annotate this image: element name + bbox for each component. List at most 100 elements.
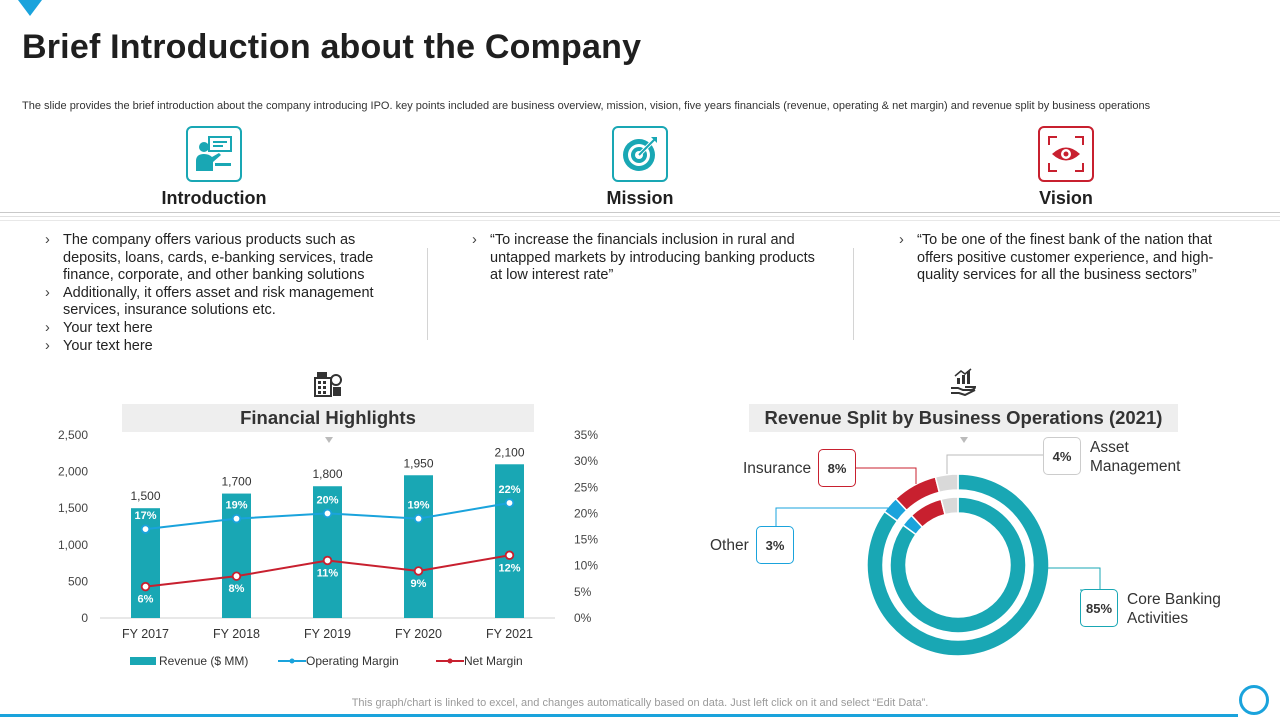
leader-line xyxy=(946,454,1043,474)
other-pct: 3% xyxy=(756,526,794,564)
line-point xyxy=(140,581,151,592)
revenue-split-title: Revenue Split by Business Operations (20… xyxy=(749,404,1178,432)
y2-tick-label: 30% xyxy=(574,454,598,468)
financial-highlights-chart: 2,500 2,000 1,500 1,000 500 0 35% 30% 25% 20% 15% 1… xyxy=(58,428,598,641)
page-subtitle: The slide provides the brief introductio… xyxy=(22,100,1151,112)
y-tick-label: 500 xyxy=(68,574,88,588)
line-data-label: 17% xyxy=(134,510,156,522)
caret-down-icon xyxy=(960,437,968,443)
legend-swatch xyxy=(130,657,156,665)
line-data-label: 19% xyxy=(225,500,247,512)
pillar-vision: Vision xyxy=(916,126,1216,209)
list-item: › Your text here xyxy=(45,337,153,354)
divider-line xyxy=(0,216,1280,217)
y2-tick-label: 10% xyxy=(574,559,598,573)
list-item: › “To increase the financials inclusion i… xyxy=(472,232,815,284)
target-icon xyxy=(612,126,668,182)
revenue-bar xyxy=(495,464,524,618)
revenue-hand-icon xyxy=(949,368,977,401)
line-data-label: 19% xyxy=(407,500,429,512)
mission-points: › “To increase the financials inclusion i… xyxy=(470,232,830,285)
finance-icon xyxy=(313,370,343,403)
chevron-right-icon: › xyxy=(45,337,50,354)
bar-data-label: 1,800 xyxy=(312,467,342,481)
revenue-split-chart xyxy=(775,454,1101,657)
line-point xyxy=(322,508,333,519)
x-tick-label: FY 2020 xyxy=(395,627,442,641)
asset-management-pct: 4% xyxy=(1043,437,1081,475)
core-banking-pct: 85% xyxy=(1080,589,1118,627)
chevron-right-icon: › xyxy=(45,284,50,301)
legend-swatch xyxy=(278,658,306,664)
line-data-label: 12% xyxy=(498,562,520,574)
pillar-heading: Vision xyxy=(1039,188,1093,208)
line-point xyxy=(504,550,515,560)
legend-operating-margin: Operating Margin xyxy=(278,654,399,668)
line-data-label: 22% xyxy=(498,484,520,496)
line-point xyxy=(413,566,424,576)
pillar-heading: Mission xyxy=(606,188,674,208)
asset-management-label: Asset Management xyxy=(1090,439,1181,475)
chevron-right-icon: › xyxy=(472,232,477,248)
chevron-right-icon: › xyxy=(45,232,50,248)
y2-tick-label: 35% xyxy=(574,428,598,442)
revenue-bar xyxy=(313,486,342,618)
x-tick-label: FY 2017 xyxy=(122,627,169,641)
divider-line xyxy=(0,220,1280,221)
list-item: › Additionally, it offers asset and risk … xyxy=(45,284,374,319)
line-data-label: 9% xyxy=(411,578,427,590)
line-data-label: 20% xyxy=(316,494,338,506)
y2-tick-label: 0% xyxy=(574,611,592,625)
line-point xyxy=(231,513,242,524)
financial-highlights-title: Financial Highlights xyxy=(122,404,534,432)
pillar-introduction: Introduction xyxy=(64,126,364,209)
insurance-pct: 8% xyxy=(818,449,856,487)
line-point xyxy=(322,555,333,566)
insurance-label: Insurance xyxy=(743,460,812,477)
pillar-heading: Introduction xyxy=(161,188,267,208)
chevron-right-icon: › xyxy=(899,232,904,248)
line-point xyxy=(504,498,515,508)
leader-line xyxy=(856,467,917,484)
x-tick-label: FY 2018 xyxy=(213,627,260,641)
y2-tick-label: 20% xyxy=(574,506,598,520)
line-point xyxy=(231,571,242,581)
outer-ring-slice xyxy=(934,473,959,494)
line-point xyxy=(140,524,151,534)
core-banking-label: Core Banking Activities xyxy=(1127,591,1221,627)
list-item: › “To be one of the finest bank of the na… xyxy=(899,232,1214,284)
bar-data-label: 2,100 xyxy=(494,445,524,459)
legend-swatch xyxy=(436,658,464,664)
list-item: › Your text here xyxy=(45,319,153,336)
bar-data-label: 1,950 xyxy=(403,456,433,470)
y-tick-label: 1,500 xyxy=(58,501,88,515)
line-data-label: 8% xyxy=(229,583,245,595)
bar-data-label: 1,700 xyxy=(221,475,251,489)
y-tick-label: 2,500 xyxy=(58,428,88,442)
column-separator xyxy=(853,248,854,340)
y2-tick-label: 15% xyxy=(574,533,598,547)
y-tick-label: 1,000 xyxy=(58,538,88,552)
inner-ring-slice xyxy=(940,496,959,516)
y2-tick-label: 25% xyxy=(574,480,598,494)
legend-revenue: Revenue ($ MM) xyxy=(130,654,248,668)
vision-points: › “To be one of the finest bank of the na… xyxy=(897,232,1227,285)
bottom-accent-line xyxy=(0,714,1238,717)
presenter-icon xyxy=(186,126,242,182)
corner-triangle-decoration xyxy=(18,0,42,16)
revenue-bar xyxy=(404,475,433,618)
other-label: Other xyxy=(710,537,749,554)
y-tick-label: 0 xyxy=(81,611,88,625)
divider-line xyxy=(0,212,1280,213)
column-separator xyxy=(427,248,428,340)
footnote: This graph/chart is linked to excel, and… xyxy=(351,697,929,709)
eye-icon xyxy=(1038,126,1094,182)
bar-data-label: 1,500 xyxy=(130,489,160,503)
x-tick-label: FY 2021 xyxy=(486,627,533,641)
revenue-bar xyxy=(222,493,251,618)
pillar-mission: Mission xyxy=(490,126,790,209)
introduction-points: › The company offers various products suc… xyxy=(43,232,403,355)
inner-ring-slice xyxy=(889,496,1027,634)
page-title: Brief Introduction about the Company xyxy=(22,28,642,66)
line-data-label: 6% xyxy=(138,594,154,606)
